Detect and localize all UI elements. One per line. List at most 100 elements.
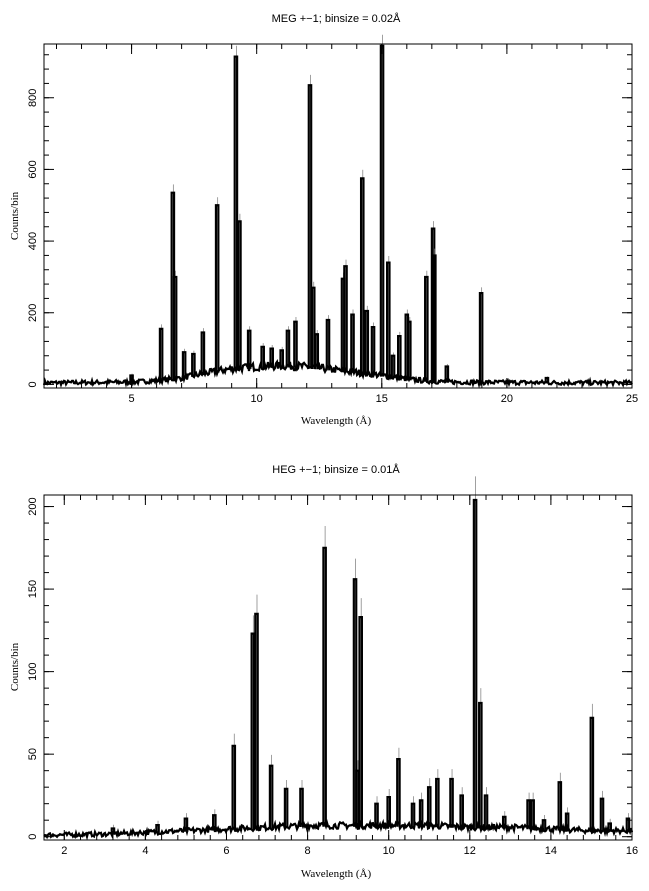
y-tick-label: 0 (27, 381, 39, 387)
emission-line (181, 351, 187, 379)
x-tick-label: 8 (305, 845, 311, 857)
y-tick-label: 400 (27, 232, 39, 250)
emission-line (268, 764, 274, 829)
x-tick-label: 10 (251, 393, 263, 405)
emission-line (589, 716, 595, 832)
heg-title: HEG +−1; binsize = 0.01Å (272, 463, 400, 476)
emission-line (544, 376, 550, 384)
y-tick-label: 600 (27, 160, 39, 178)
emission-line (352, 578, 358, 827)
emission-line (530, 799, 535, 830)
x-tick-label: 15 (376, 393, 388, 405)
emission-line (557, 781, 563, 831)
emission-line (526, 799, 531, 830)
y-tick-label: 150 (27, 580, 39, 598)
x-tick-label: 14 (545, 845, 557, 857)
emission-line (231, 744, 237, 830)
emission-line (269, 347, 274, 368)
emission-line (158, 327, 164, 382)
emission-line (314, 333, 320, 370)
emission-line (325, 318, 331, 371)
emission-line (432, 254, 437, 383)
emission-line (191, 352, 196, 377)
emission-line (254, 612, 259, 829)
emission-line (214, 204, 220, 373)
emission-line (129, 374, 134, 383)
emission-line (386, 795, 391, 827)
emission-line (355, 769, 360, 827)
emission-line (424, 275, 429, 382)
emission-line (599, 797, 605, 832)
meg-panel: MEG +−1; binsize = 0.02Å 5 10 15 20 25 0 200 40… (9, 12, 638, 427)
x-tick-label: 5 (129, 393, 135, 405)
emission-line (410, 802, 416, 827)
emission-line (250, 632, 256, 830)
emission-line (212, 814, 217, 831)
heg-x-axis-label: Wavelength (Å) (301, 868, 372, 880)
x-tick-label: 2 (61, 845, 67, 857)
emission-line (426, 786, 432, 827)
emission-line (472, 498, 478, 829)
emission-line (285, 329, 291, 368)
heg-panel: HEG +−1; binsize = 0.01Å 2 4 6 8 10 12 14 16 0 50… (9, 463, 638, 880)
continuum-trace (42, 358, 633, 389)
heg-y-axis-label: Counts/bin (9, 642, 21, 691)
emission-line (418, 799, 424, 827)
emission-line (200, 331, 206, 376)
emission-line (625, 817, 631, 832)
emission-line (390, 354, 396, 379)
y-tick-label: 200 (27, 497, 39, 515)
x-tick-label: 6 (223, 845, 229, 857)
emission-line (322, 546, 327, 827)
emission-line (459, 794, 464, 829)
emission-line (299, 787, 304, 828)
emission-line (343, 265, 348, 373)
emission-line (501, 815, 507, 829)
emission-line (110, 827, 116, 835)
x-tick-label: 10 (383, 845, 395, 857)
emission-line (283, 787, 289, 828)
emission-line (374, 802, 379, 827)
emission-line (607, 822, 612, 832)
heg-spectrum (43, 476, 634, 841)
emission-line (364, 309, 370, 375)
emission-line (293, 320, 298, 368)
y-tick-label: 0 (27, 834, 39, 840)
x-tick-label: 20 (501, 393, 513, 405)
emission-line (449, 777, 454, 828)
emission-line (444, 365, 450, 383)
emission-line (358, 616, 364, 827)
x-tick-label: 12 (464, 845, 476, 857)
emission-line (478, 701, 483, 829)
x-tick-label: 4 (142, 845, 148, 857)
emission-line (564, 812, 570, 831)
emission-line (430, 227, 436, 383)
emission-line (279, 349, 285, 368)
emission-line (350, 313, 355, 374)
y-tick-label: 800 (27, 89, 39, 107)
emission-line (379, 44, 385, 377)
y-tick-label: 100 (27, 662, 39, 680)
emission-line (246, 329, 252, 369)
emission-line (435, 777, 440, 828)
emission-line (172, 275, 178, 380)
meg-x-axis-label: Wavelength (Å) (301, 415, 372, 427)
meg-ticks: 5 10 15 20 25 0 200 400 600 800 (27, 44, 638, 405)
emission-line (407, 320, 412, 381)
meg-y-axis-label: Counts/bin (9, 191, 21, 240)
emission-line (233, 55, 239, 370)
heg-ticks: 2 4 6 8 10 12 14 16 0 50 100 150 200 (27, 495, 638, 857)
emission-line (397, 334, 402, 380)
emission-line (483, 794, 489, 829)
meg-plot-frame (43, 43, 633, 389)
heg-plot-frame (43, 494, 633, 841)
x-tick-label: 25 (626, 393, 638, 405)
emission-line (385, 261, 391, 378)
emission-line (541, 819, 547, 830)
emission-line (396, 758, 401, 827)
emission-line (310, 286, 316, 369)
emission-line (478, 291, 484, 384)
emission-line (307, 84, 313, 369)
meg-title: MEG +−1; binsize = 0.02Å (272, 12, 401, 25)
meg-spectrum (42, 34, 633, 389)
